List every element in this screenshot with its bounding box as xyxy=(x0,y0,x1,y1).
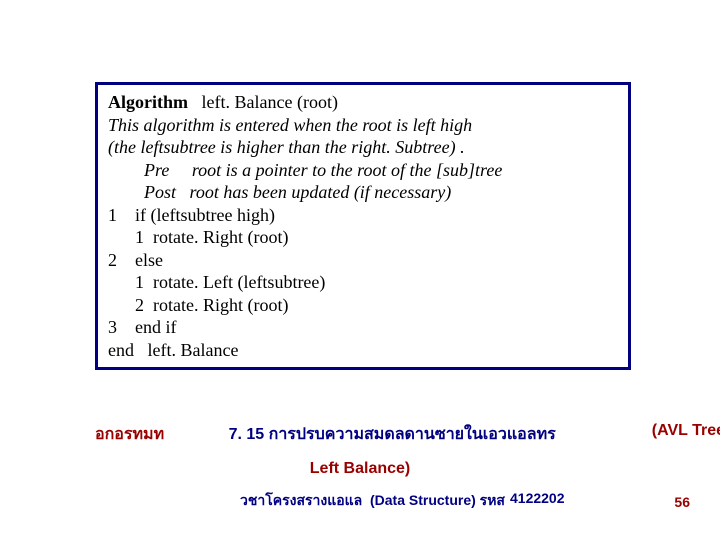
caption-algo-label: อกอรทมท xyxy=(95,426,164,443)
algo-header: Algorithm left. Balance (root) xyxy=(108,91,618,114)
footer-left: วชาโครงสรางแอแล xyxy=(240,490,362,512)
algo-l2a: 1 rotate. Left (leftsubtree) xyxy=(108,271,618,294)
page-number: 56 xyxy=(674,494,690,510)
algorithm-box: Algorithm left. Balance (root) This algo… xyxy=(95,82,631,370)
algo-header-bold: Algorithm xyxy=(108,92,188,112)
algo-l2: 2 else xyxy=(108,249,618,272)
algo-end: end left. Balance xyxy=(108,339,618,362)
caption-row-1: อกอรทมท 7. 15 การปรบความสมดลดานซายในเอวแ… xyxy=(95,422,715,447)
algo-pre: Pre root is a pointer to the root of the… xyxy=(108,159,618,182)
algo-post: Post root has been updated (if necessary… xyxy=(108,181,618,204)
footer-mid: (Data Structure) รหส xyxy=(370,490,505,512)
algo-desc1: This algorithm is entered when the root … xyxy=(108,114,618,137)
algo-header-rest: left. Balance (root) xyxy=(188,92,338,112)
caption-avl-label: (AVL Tree xyxy=(652,422,720,440)
caption-row-2: Left Balance) xyxy=(0,460,720,478)
footer-code: 4122202 xyxy=(510,490,565,506)
caption-main-text: 7. 15 การปรบความสมดลดานซายในเอวแอลทร xyxy=(229,426,556,443)
algo-l1a: 1 rotate. Right (root) xyxy=(108,226,618,249)
algo-desc2: (the leftsubtree is higher than the righ… xyxy=(108,136,618,159)
algo-l1: 1 if (leftsubtree high) xyxy=(108,204,618,227)
algo-l3: 3 end if xyxy=(108,316,618,339)
algo-l2b: 2 rotate. Right (root) xyxy=(108,294,618,317)
